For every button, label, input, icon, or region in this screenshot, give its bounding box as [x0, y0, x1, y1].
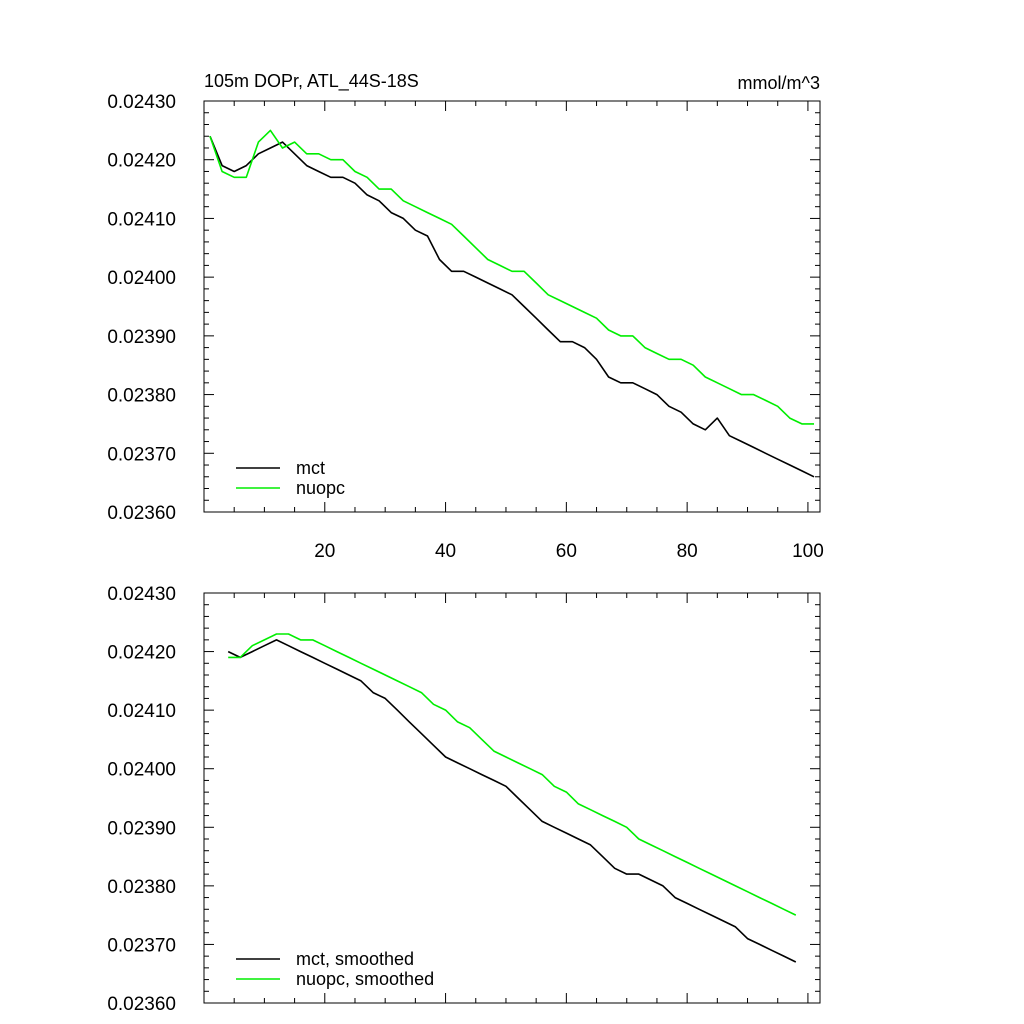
y-tick-label: 0.02410 — [107, 701, 176, 722]
legend-label: mct, smoothed — [296, 949, 414, 969]
x-tick-label: 60 — [556, 541, 577, 562]
plot-frame — [203, 592, 821, 1004]
x-tick-label: 40 — [435, 541, 456, 562]
plot-frame — [203, 100, 821, 513]
y-tick-label: 0.02390 — [107, 818, 176, 839]
series-line-nuopc-smoothed — [228, 633, 797, 916]
y-tick-label: 0.02410 — [107, 209, 176, 230]
x-tick-label: 80 — [677, 541, 698, 562]
y-tick-label: 0.02400 — [107, 760, 176, 781]
y-tick-label: 0.02370 — [107, 935, 176, 956]
chart-title: 105m DOPr, ATL_44S-18S — [204, 71, 419, 92]
y-tick-label: 0.02430 — [107, 584, 176, 605]
y-tick-label: 0.02380 — [107, 877, 176, 898]
legend-label: nuopc — [296, 478, 345, 498]
y-tick-label: 0.02390 — [107, 327, 176, 348]
y-tick-label: 0.02360 — [107, 503, 176, 524]
y-tick-label: 0.02380 — [107, 386, 176, 407]
y-tick-label: 0.02430 — [107, 92, 176, 113]
x-tick-label: 100 — [792, 541, 824, 562]
y-tick-label: 0.02360 — [107, 994, 176, 1015]
y-tick-label: 0.02420 — [107, 643, 176, 664]
x-tick-label: 20 — [314, 541, 335, 562]
y-tick-label: 0.02370 — [107, 444, 176, 465]
series-line-nuopc — [209, 129, 814, 425]
series-line-mct — [209, 135, 815, 478]
series-line-mct-smoothed — [227, 639, 797, 963]
legend-label: mct — [296, 458, 325, 478]
y-tick-label: 0.02400 — [107, 268, 176, 289]
chart-panel-2: 0.02430 0.02420 0.02410 0.02400 0.02390 0.023… — [107, 584, 821, 1015]
units-label: mmol/m^3 — [738, 73, 820, 93]
chart-panel-1: 105m DOPr, ATL_44S-18S mmol/m^3 0.02430 0.0… — [107, 71, 823, 562]
legend-label: nuopc, smoothed — [296, 969, 434, 989]
y-tick-label: 0.02420 — [107, 151, 176, 172]
